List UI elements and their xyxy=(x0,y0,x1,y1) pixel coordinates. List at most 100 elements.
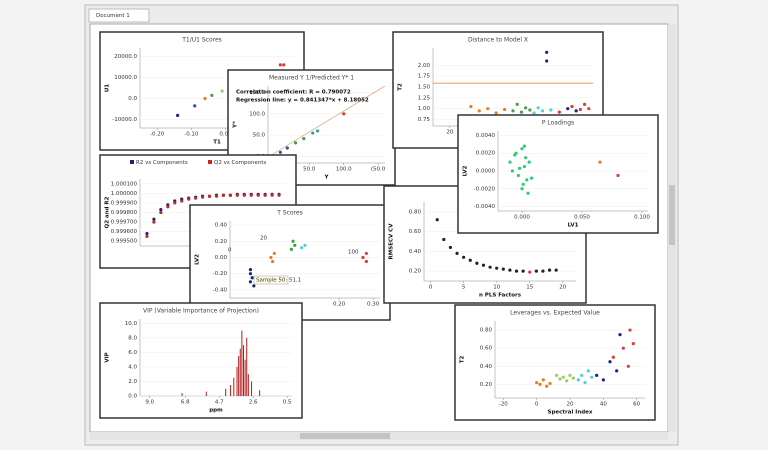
x-tick-label: 0.5 xyxy=(283,400,292,406)
point xyxy=(534,269,538,273)
point xyxy=(595,373,599,377)
window-title: T Scores xyxy=(276,210,303,217)
point xyxy=(299,246,304,250)
point xyxy=(548,381,552,386)
window-frame xyxy=(189,204,391,321)
point xyxy=(248,280,253,284)
y-tick-label: 0.40 xyxy=(480,364,493,370)
point xyxy=(521,269,525,273)
point xyxy=(583,381,587,385)
point xyxy=(152,217,156,221)
window-title: Measured Y 1/Predicted Y* 1 xyxy=(269,75,354,82)
point xyxy=(554,268,558,272)
y-axis-label: Q2 and R2 xyxy=(105,196,111,228)
point xyxy=(293,243,297,247)
point xyxy=(616,173,620,178)
point xyxy=(508,268,512,272)
annotation: 20 xyxy=(260,236,267,242)
point xyxy=(176,113,180,117)
y-tick-label: 0.75 xyxy=(418,117,431,123)
y-tick-label: 0.0000 xyxy=(476,169,496,175)
point xyxy=(561,375,565,379)
x-tick-label: 15 xyxy=(526,285,533,291)
x-tick-label: 5 xyxy=(462,285,466,291)
point xyxy=(214,194,219,198)
point xyxy=(524,106,528,110)
y-axis-label: T2 xyxy=(460,356,466,364)
y-tick-label: 0.999800 xyxy=(111,210,138,216)
y-tick-label: 6.0 xyxy=(128,350,137,356)
y-tick-label: 0.20 xyxy=(409,269,422,275)
chart-window: VIP (Variable Importance of Projection) 1… xyxy=(99,302,303,419)
point xyxy=(502,107,507,112)
x-tick-label: 60 xyxy=(633,402,640,408)
y-tick-label: 2.0 xyxy=(128,379,137,385)
v-scroll-thumb[interactable] xyxy=(669,185,675,245)
y-tick-label: -0.20 xyxy=(213,271,228,277)
point xyxy=(587,107,591,111)
point xyxy=(435,218,439,222)
point xyxy=(590,375,594,379)
y-tick-label: 20000.0 xyxy=(114,54,137,60)
point xyxy=(315,129,320,133)
y-tick-label: 0.0 xyxy=(128,394,137,400)
x-axis-label: ppm xyxy=(209,408,223,414)
y-tick-label: 1.25 xyxy=(418,95,431,101)
point xyxy=(364,259,368,264)
point xyxy=(530,176,534,180)
window-title: Distance to Model X xyxy=(468,37,528,44)
point xyxy=(145,231,149,236)
point xyxy=(469,104,473,109)
regression-line xyxy=(267,85,386,158)
point xyxy=(277,193,281,197)
point xyxy=(220,89,224,93)
x-tick-label: 0 xyxy=(429,285,433,291)
x-tick-label: 20 xyxy=(559,285,566,291)
window-title: VIP (Variable Importance of Projection) xyxy=(143,308,259,315)
y-tick-label: 0.0040 xyxy=(476,133,496,139)
h-scroll-thumb[interactable] xyxy=(300,433,390,439)
point xyxy=(187,197,191,201)
point xyxy=(289,247,293,251)
point xyxy=(557,110,561,114)
point xyxy=(285,146,289,150)
y-tick-label: 0.40 xyxy=(215,223,228,229)
point xyxy=(570,104,574,109)
point xyxy=(442,237,446,242)
annotation: Sample 50: 51.1 xyxy=(256,278,301,284)
y-tick-label: 100.0 xyxy=(249,111,265,117)
point xyxy=(621,346,625,350)
x-tick-label: 100.0 xyxy=(336,167,352,173)
point xyxy=(207,194,212,198)
point xyxy=(250,276,254,280)
chart-window: T Scores 0.40 0.20 0.00 -0.20 -0.40 0.20 0.30 LV… xyxy=(189,204,391,321)
y-axis-label: T2 xyxy=(398,83,404,91)
y-tick-label: 0.60 xyxy=(480,346,493,352)
point xyxy=(522,144,527,148)
point xyxy=(342,112,346,116)
point xyxy=(180,199,184,203)
point xyxy=(547,268,552,272)
point xyxy=(278,63,282,67)
point xyxy=(235,193,239,197)
point xyxy=(565,379,569,383)
point xyxy=(278,150,282,154)
x-tick-label: 9.0 xyxy=(145,400,154,406)
x-tick-label: 10 xyxy=(493,285,500,291)
point xyxy=(501,267,505,271)
tab[interactable] xyxy=(88,8,150,23)
legend-label: Q2 vs Components xyxy=(214,160,266,166)
point xyxy=(282,63,286,67)
point xyxy=(520,147,524,151)
point xyxy=(221,193,226,197)
x-tick-label: 2.6 xyxy=(249,400,258,406)
point xyxy=(269,255,273,260)
point xyxy=(566,107,570,111)
x-tick-label: 0.100 xyxy=(634,215,650,221)
point xyxy=(528,270,532,274)
y-tick-label: 0.999600 xyxy=(111,229,138,235)
y-tick-label: 0.0 xyxy=(128,96,137,102)
point xyxy=(628,328,632,332)
point xyxy=(521,182,525,186)
